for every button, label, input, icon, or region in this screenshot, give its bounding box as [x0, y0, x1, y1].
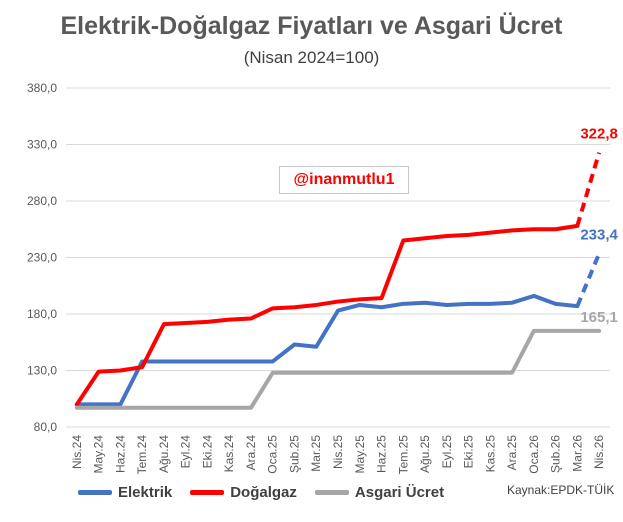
y-tick-label: 230,0 — [27, 251, 57, 265]
x-tick-label: Kas.24 — [222, 435, 236, 473]
y-tick-label: 280,0 — [27, 194, 57, 208]
series-projection-elektrik — [575, 252, 601, 307]
x-tick-label: Haz.25 — [375, 435, 389, 473]
x-tick-label: Eyl.25 — [440, 435, 454, 469]
legend-label-elektrik: Elektrik — [118, 484, 173, 501]
data-label-elektrik: 233,4 — [580, 227, 618, 244]
x-tick-label: Mar.25 — [309, 435, 323, 472]
x-tick-label: Oca.25 — [266, 435, 280, 474]
y-tick-label: 130,0 — [27, 364, 57, 378]
x-tick-label: Haz.24 — [113, 435, 127, 473]
watermark-label: @inanmutlu1 — [279, 166, 409, 194]
data-label-asgari-cret: 165,1 — [580, 309, 618, 326]
x-tick-label: Ara.24 — [244, 435, 258, 471]
x-tick-label: Tem.24 — [135, 435, 149, 475]
series-line-asgari-cret — [74, 328, 602, 410]
legend-swatch-asgari-ucret — [314, 490, 349, 495]
legend-swatch-elektrik — [78, 490, 112, 495]
legend-item-elektrik: Elektrik — [78, 484, 172, 501]
y-tick-label: 380,0 — [27, 81, 57, 95]
chart-subtitle: (Nisan 2024=100) — [243, 48, 380, 67]
data-label-do-algaz: 322,8 — [580, 126, 618, 143]
x-tick-label: Nis.26 — [592, 435, 606, 469]
legend-swatch-dogalgaz — [190, 490, 225, 495]
x-tick-label: Ağu.25 — [418, 435, 432, 473]
legend-item-dogalgaz: Doğalgaz — [190, 484, 297, 501]
x-tick-label: Eyl.24 — [179, 435, 193, 469]
x-tick-label: Mar.26 — [570, 435, 584, 472]
x-tick-label: Eki.25 — [462, 435, 476, 469]
x-tick-label: Ağu.24 — [157, 435, 171, 473]
source-note: Kaynak:EPDK-TÜİK — [507, 483, 615, 497]
series-line-do-algaz — [74, 223, 580, 407]
legend-label-dogalgaz: Doğalgaz — [230, 484, 297, 501]
series-projection-do-algaz — [575, 152, 602, 227]
legend-item-asgari-ucret: Asgari Ücret — [314, 484, 445, 501]
x-tick-label: Eki.24 — [200, 435, 214, 469]
chart-title: Elektrik-Doğalgaz Fiyatları ve Asgari Üc… — [60, 12, 563, 40]
chart-legend: Elektrik Doğalgaz Asgari Ücret — [78, 484, 462, 501]
x-tick-label: May.25 — [353, 435, 367, 474]
legend-label-asgari-ucret: Asgari Ücret — [354, 484, 445, 501]
series-line-elektrik — [74, 293, 580, 407]
x-tick-label: Nis.24 — [70, 435, 84, 469]
x-tick-label: Şub.26 — [549, 435, 563, 473]
x-tick-label: May.24 — [92, 435, 106, 474]
y-tick-label: 180,0 — [27, 307, 57, 321]
y-tick-label: 330,0 — [27, 138, 57, 152]
x-tick-label: Tem.25 — [396, 435, 410, 475]
x-tick-label: Kas.25 — [483, 435, 497, 473]
x-tick-label: Ara.25 — [505, 435, 519, 471]
x-tick-label: Şub.25 — [287, 435, 301, 473]
x-tick-label: Oca.26 — [527, 435, 541, 474]
x-tick-label: Nis.25 — [331, 435, 345, 469]
y-tick-label: 80,0 — [34, 420, 58, 434]
